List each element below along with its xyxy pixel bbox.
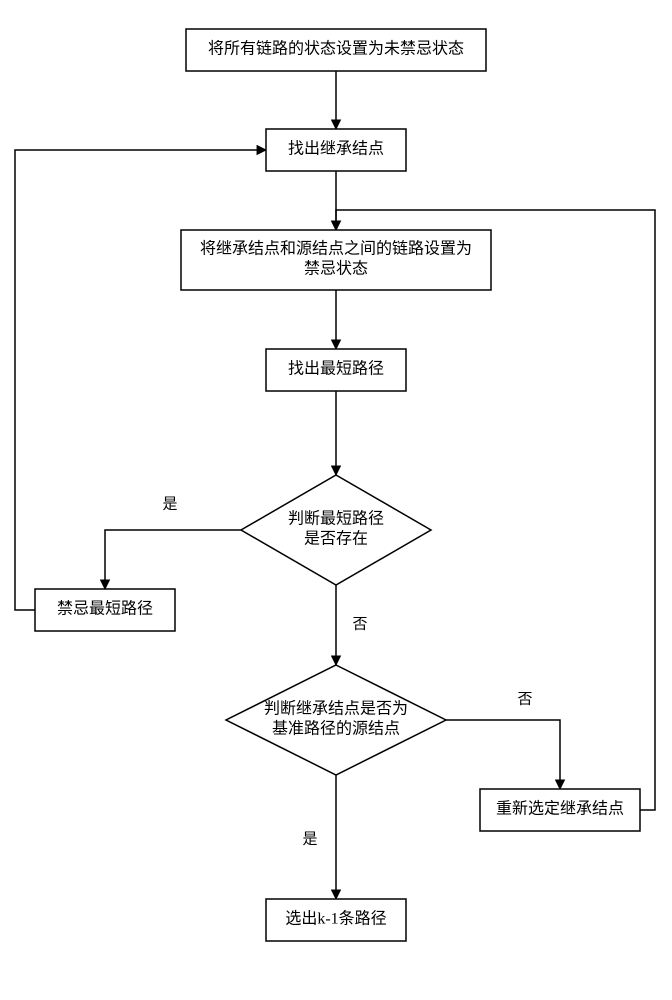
node-n1: 将所有链路的状态设置为未禁忌状态	[186, 29, 486, 71]
edge-label: 是	[302, 831, 317, 847]
node-n6: 禁忌最短路径	[35, 589, 175, 631]
edge	[105, 530, 241, 589]
node-label: 选出k-1条路径	[285, 910, 386, 928]
node-label: 将继承结点和源结点之间的链路设置为	[200, 240, 472, 258]
node-label: 将所有链路的状态设置为未禁忌状态	[208, 40, 464, 58]
node-n3: 将继承结点和源结点之间的链路设置为禁忌状态	[181, 230, 491, 290]
node-label: 禁忌状态	[304, 260, 368, 278]
node-n2: 找出继承结点	[266, 129, 406, 171]
node-label: 基准路径的源结点	[272, 720, 400, 738]
edge-label: 否	[352, 616, 367, 632]
node-n7: 判断继承结点是否为基准路径的源结点	[226, 665, 446, 775]
node-n4: 找出最短路径	[266, 349, 406, 391]
node-label: 判断继承结点是否为	[264, 700, 408, 718]
edge	[446, 720, 560, 789]
node-label: 找出继承结点	[288, 140, 384, 158]
node-n5: 判断最短路径是否存在	[241, 475, 431, 585]
node-label: 重新选定继承结点	[496, 800, 624, 818]
node-n9: 选出k-1条路径	[266, 899, 406, 941]
node-label: 是否存在	[304, 530, 368, 548]
flowchart-canvas: 是否否是将所有链路的状态设置为未禁忌状态找出继承结点将继承结点和源结点之间的链路…	[0, 0, 672, 1000]
edge-label: 否	[517, 691, 532, 707]
edge-label: 是	[162, 496, 177, 512]
node-label: 禁忌最短路径	[57, 600, 153, 618]
edge	[15, 150, 266, 610]
node-n8: 重新选定继承结点	[480, 789, 640, 831]
node-label: 找出最短路径	[288, 360, 384, 378]
node-label: 判断最短路径	[288, 510, 384, 528]
